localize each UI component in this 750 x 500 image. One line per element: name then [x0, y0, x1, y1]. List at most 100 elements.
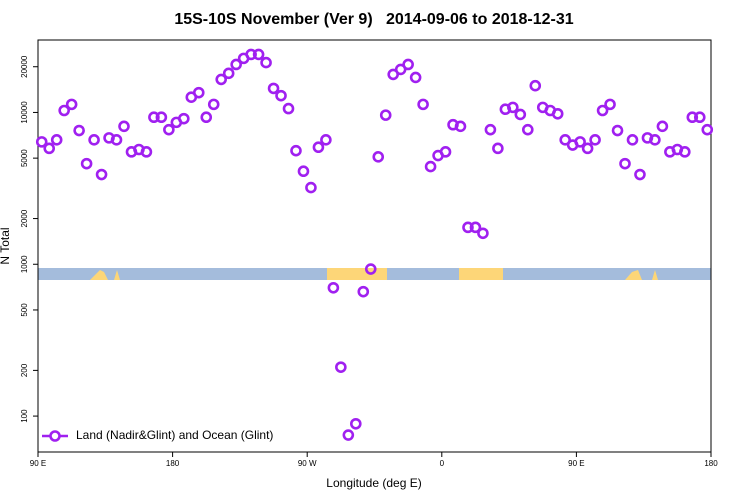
land-strip	[625, 270, 642, 280]
point	[73, 124, 85, 137]
point	[118, 120, 130, 133]
point	[58, 104, 70, 117]
point	[514, 108, 527, 121]
point	[477, 227, 489, 240]
point	[656, 120, 669, 133]
point	[574, 136, 586, 148]
point	[626, 134, 639, 146]
point	[462, 221, 474, 234]
x-tick-label: 90 W	[298, 459, 317, 468]
point	[402, 58, 414, 71]
x-tick-label: 90 E	[568, 459, 584, 468]
x-tick-label: 180	[704, 459, 718, 468]
point	[260, 56, 272, 69]
point	[507, 101, 519, 114]
point	[43, 142, 56, 155]
point	[379, 109, 392, 121]
point	[551, 107, 564, 120]
point	[50, 134, 63, 146]
point	[372, 151, 385, 163]
point	[207, 98, 220, 111]
land-strip	[327, 268, 387, 280]
point	[275, 89, 287, 102]
point	[357, 285, 370, 298]
point	[417, 98, 429, 111]
point	[335, 361, 347, 373]
point	[65, 98, 78, 111]
point	[178, 112, 190, 125]
point	[492, 142, 504, 155]
land-ocean-strip	[38, 268, 711, 280]
point	[155, 111, 168, 124]
y-tick-label: 100	[20, 409, 29, 423]
point	[222, 67, 235, 80]
y-tick-label: 10000	[20, 101, 29, 124]
point	[342, 429, 355, 441]
y-tick-label: 20000	[20, 55, 29, 78]
point	[484, 123, 497, 136]
point	[364, 263, 377, 275]
point	[634, 168, 646, 181]
point	[469, 221, 482, 234]
point	[611, 124, 624, 137]
point	[252, 48, 265, 61]
point	[424, 160, 437, 173]
point	[454, 120, 467, 133]
y-tick-label: 200	[20, 363, 29, 377]
point	[649, 134, 661, 146]
point	[215, 73, 228, 86]
point	[80, 157, 93, 170]
point	[35, 136, 48, 148]
point	[387, 68, 399, 81]
point	[305, 181, 317, 194]
x-axis-label: Longitude (deg E)	[326, 476, 421, 490]
plot-frame	[37, 39, 712, 453]
point	[439, 146, 452, 158]
legend-label: Land (Nadir&Glint) and Ocean (Glint)	[76, 428, 273, 442]
point	[140, 146, 153, 158]
point	[245, 48, 257, 61]
point	[95, 168, 108, 181]
point	[701, 123, 714, 136]
y-tick-label: 1000	[20, 255, 29, 273]
point	[589, 134, 601, 146]
point	[619, 157, 631, 170]
land-strip	[90, 270, 108, 280]
point	[679, 146, 691, 158]
x-tick-label: 180	[166, 459, 180, 468]
point	[521, 123, 534, 136]
point	[110, 134, 123, 146]
point	[200, 111, 213, 124]
y-tick-label: 500	[20, 303, 29, 317]
point	[581, 142, 594, 155]
point	[282, 102, 295, 115]
point	[350, 417, 362, 430]
point	[596, 104, 609, 117]
point	[409, 71, 422, 84]
point	[297, 165, 310, 178]
y-tick-label: 5000	[20, 149, 29, 167]
point	[163, 123, 175, 136]
y-axis-label: N Total	[0, 227, 12, 264]
point	[693, 111, 706, 124]
point	[192, 86, 205, 99]
point	[320, 134, 332, 146]
land-strip	[459, 268, 503, 280]
chart-title: 15S-10S November (Ver 9) 2014-09-06 to 2…	[174, 11, 573, 28]
point	[559, 134, 571, 146]
legend-marker	[49, 430, 61, 442]
point	[230, 58, 242, 71]
point	[148, 111, 160, 124]
point	[290, 144, 302, 157]
land-strip	[652, 270, 658, 280]
point	[312, 141, 325, 154]
land-strip	[114, 270, 120, 280]
point	[327, 281, 340, 294]
x-tick-label: 0	[440, 459, 445, 468]
point	[88, 134, 100, 146]
point	[686, 111, 699, 124]
y-tick-label: 2000	[20, 209, 29, 227]
point	[604, 98, 616, 111]
